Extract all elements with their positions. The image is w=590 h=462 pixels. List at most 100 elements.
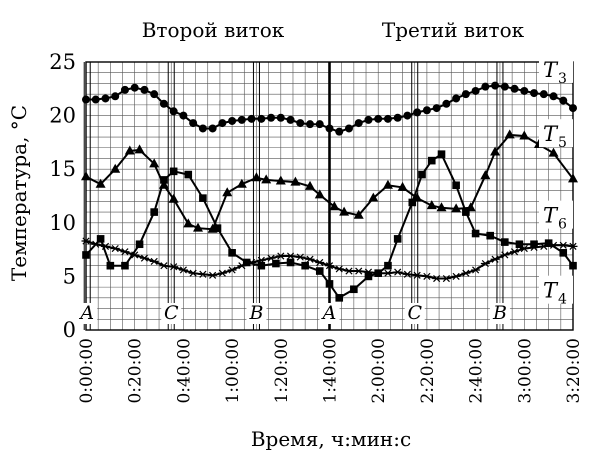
data-point	[178, 266, 188, 274]
data-point	[325, 280, 334, 288]
data-point	[363, 268, 373, 276]
data-point	[397, 181, 408, 191]
data-point	[568, 242, 578, 250]
data-point	[256, 256, 266, 264]
data-point	[237, 115, 246, 124]
data-point	[198, 270, 208, 278]
phase-label: B	[492, 302, 507, 324]
data-point	[139, 254, 149, 262]
data-point	[408, 198, 417, 207]
data-point	[296, 119, 305, 128]
data-point	[334, 265, 344, 273]
phase-label: A	[321, 302, 337, 324]
data-point	[228, 249, 236, 257]
data-point	[222, 187, 233, 197]
data-point	[329, 201, 340, 211]
data-point	[353, 209, 364, 219]
data-point	[500, 251, 510, 259]
data-point	[247, 114, 256, 123]
data-point	[290, 176, 301, 186]
data-point	[549, 92, 558, 101]
data-point	[189, 119, 198, 128]
data-point	[354, 267, 364, 275]
data-point	[412, 271, 422, 279]
data-point	[530, 89, 539, 98]
data-point	[169, 107, 178, 116]
data-point	[183, 218, 194, 228]
y-tick-label: 10	[49, 211, 76, 235]
data-point	[208, 271, 218, 279]
series-label-subscript: 6	[558, 217, 567, 233]
data-point	[213, 224, 222, 232]
data-point	[491, 81, 500, 90]
data-point	[227, 266, 237, 274]
data-point	[384, 261, 392, 270]
data-point	[236, 178, 247, 188]
x-tick-label: 2:00:00	[369, 338, 389, 404]
data-point	[344, 124, 353, 133]
data-point	[374, 114, 383, 123]
data-point	[422, 272, 432, 280]
data-point	[339, 206, 350, 216]
data-point	[480, 170, 491, 180]
x-tick-label: 1:00:00	[223, 338, 243, 404]
data-point	[82, 251, 90, 259]
data-point	[452, 94, 461, 103]
series-label-subscript: 5	[558, 135, 567, 151]
header-second-orbit: Второй виток	[142, 18, 285, 42]
data-point	[276, 252, 286, 260]
data-point	[368, 192, 379, 202]
data-point	[111, 92, 120, 101]
series-label-bg	[539, 200, 573, 229]
data-point	[569, 104, 577, 113]
data-point	[314, 189, 325, 199]
data-point	[247, 258, 257, 267]
data-point	[218, 119, 227, 128]
x-tick-label: 3:20:00	[564, 338, 584, 404]
data-point	[242, 258, 251, 267]
series-label-bg	[539, 119, 573, 148]
data-point	[520, 86, 529, 95]
data-point	[501, 238, 509, 246]
data-point	[383, 114, 392, 123]
phase-label-bg	[246, 303, 267, 324]
data-point	[101, 94, 110, 103]
data-point	[486, 231, 495, 240]
data-point	[510, 248, 520, 256]
data-point	[354, 119, 363, 128]
data-point	[432, 274, 442, 283]
y-axis-label: Температура, °С	[7, 105, 31, 281]
data-point	[519, 130, 530, 140]
data-point	[257, 261, 266, 270]
data-point	[130, 251, 140, 259]
series-label-bg	[539, 275, 573, 304]
data-point	[149, 158, 160, 168]
header-third-orbit: Третий виток	[382, 18, 525, 42]
data-point	[315, 120, 324, 129]
data-point	[295, 253, 305, 261]
x-tick-label: 1:20:00	[272, 338, 292, 404]
data-point	[559, 96, 568, 105]
data-point	[569, 261, 577, 270]
data-point	[199, 194, 207, 202]
data-point	[237, 262, 247, 270]
data-point	[275, 175, 286, 185]
data-point	[130, 83, 139, 92]
data-point	[373, 269, 383, 277]
data-point	[504, 129, 515, 139]
data-point	[315, 258, 325, 267]
data-point	[106, 261, 115, 270]
data-point	[150, 90, 159, 99]
data-point	[403, 111, 412, 120]
series-T6	[82, 150, 577, 302]
axis-ticks: 0 5 10 15 20 25 0:00:00 0:20:00 0:40:00 1:00:00 1:…	[49, 50, 584, 404]
y-tick-label: 0	[63, 318, 76, 342]
data-point	[95, 178, 106, 188]
data-point	[481, 82, 490, 91]
phase-label: C	[407, 302, 422, 324]
series-T5	[81, 129, 578, 233]
data-point	[276, 113, 285, 122]
data-point	[228, 116, 237, 125]
data-point	[519, 244, 529, 253]
